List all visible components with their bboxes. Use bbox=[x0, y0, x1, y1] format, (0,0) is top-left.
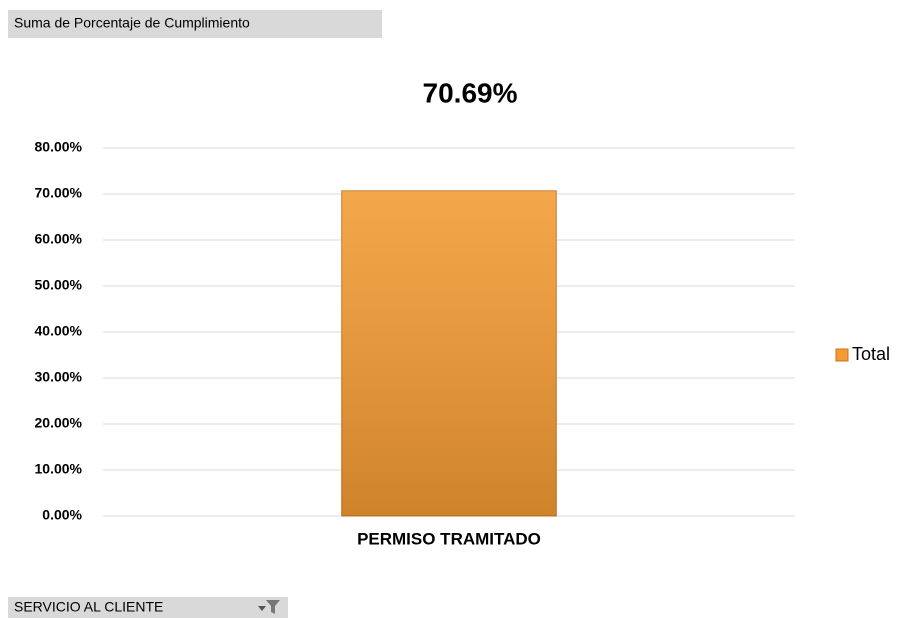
y-tick-label: 40.00% bbox=[35, 323, 83, 339]
filter-field-button[interactable] bbox=[8, 597, 288, 618]
chart-title: 70.69% bbox=[423, 77, 518, 108]
bar bbox=[341, 190, 557, 517]
filter-field-label: SERVICIO AL CLIENTE bbox=[14, 599, 163, 615]
value-field-button[interactable] bbox=[8, 10, 382, 38]
y-tick-label: 10.00% bbox=[35, 461, 83, 477]
legend-swatch bbox=[835, 348, 849, 362]
y-tick-label: 80.00% bbox=[35, 139, 83, 155]
y-tick-label: 20.00% bbox=[35, 415, 83, 431]
y-tick-label: 0.00% bbox=[42, 507, 82, 523]
legend-label: Total bbox=[852, 344, 890, 364]
y-tick-label: 50.00% bbox=[35, 277, 83, 293]
value-field-label: Suma de Porcentaje de Cumplimiento bbox=[14, 15, 250, 31]
y-tick-label: 60.00% bbox=[35, 231, 83, 247]
filter-icon[interactable] bbox=[258, 600, 280, 614]
y-tick-label: 30.00% bbox=[35, 369, 83, 385]
x-tick-label: PERMISO TRAMITADO bbox=[357, 529, 541, 548]
y-tick-label: 70.00% bbox=[35, 185, 83, 201]
